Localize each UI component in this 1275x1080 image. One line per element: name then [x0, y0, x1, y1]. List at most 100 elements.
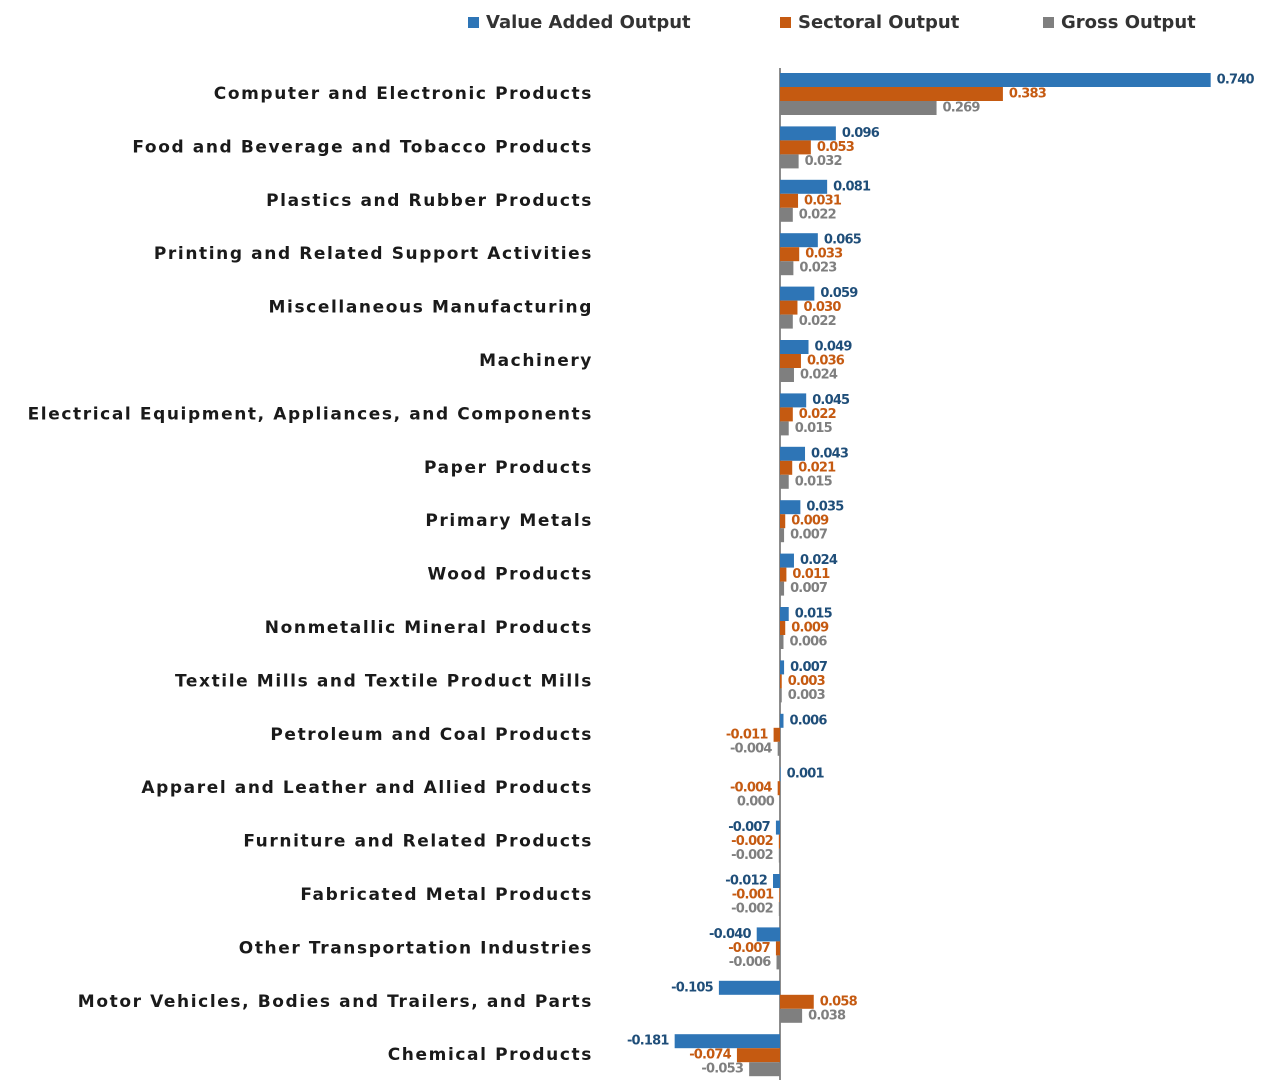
value-label: -0.002 — [731, 902, 773, 917]
value-label: -0.040 — [709, 927, 751, 942]
category-label: Printing and Related Support Activities — [154, 244, 593, 264]
value-label: 0.022 — [799, 407, 836, 422]
bar — [776, 955, 780, 970]
value-label: 0.032 — [805, 154, 842, 169]
bar — [780, 179, 828, 194]
value-label: 0.011 — [792, 567, 830, 582]
value-label: 0.015 — [795, 474, 833, 489]
value-label: 0.006 — [789, 635, 827, 650]
legend-swatch — [1043, 17, 1054, 28]
value-label: -0.105 — [671, 980, 713, 995]
value-label: -0.007 — [728, 820, 770, 835]
bar — [718, 980, 780, 995]
bar — [780, 421, 789, 436]
value-label: 0.383 — [1009, 87, 1047, 102]
bar — [775, 820, 780, 835]
category-label: Miscellaneous Manufacturing — [269, 298, 594, 318]
bar — [780, 247, 800, 262]
value-label: 0.038 — [808, 1008, 846, 1023]
legend-label: Gross Output — [1061, 12, 1196, 33]
bar — [780, 300, 798, 315]
value-label: 0.045 — [812, 393, 850, 408]
value-label: -0.074 — [689, 1048, 731, 1063]
value-label: 0.003 — [788, 674, 826, 689]
value-label: 0.049 — [815, 340, 853, 355]
value-label: 0.022 — [799, 314, 836, 329]
value-label: -0.012 — [725, 874, 767, 889]
value-label: 0.036 — [807, 354, 845, 369]
value-label: 0.000 — [737, 795, 775, 810]
value-label: 0.740 — [1217, 73, 1255, 88]
category-label: Apparel and Leather and Allied Products — [141, 778, 593, 798]
bar — [780, 460, 793, 475]
value-label: 0.058 — [820, 994, 858, 1009]
bar — [780, 154, 799, 169]
bar — [773, 727, 780, 742]
value-label: 0.007 — [790, 581, 828, 596]
value-label: -0.181 — [627, 1034, 669, 1049]
category-label: Fabricated Metal Products — [300, 885, 593, 905]
bar — [780, 393, 807, 408]
bar — [780, 635, 784, 649]
value-label: 0.024 — [800, 368, 838, 383]
bar — [749, 1062, 780, 1077]
category-label: Computer and Electronic Products — [214, 84, 593, 104]
value-label: 0.033 — [805, 247, 843, 262]
bar — [778, 834, 780, 849]
bar — [780, 87, 1003, 101]
legend-swatch — [780, 17, 791, 28]
category-label: Wood Products — [427, 565, 593, 585]
legend-label: Value Added Output — [486, 12, 691, 33]
bar — [780, 314, 793, 329]
bar — [773, 874, 780, 888]
bar — [780, 101, 937, 115]
category-label: Motor Vehicles, Bodies and Trailers, and… — [78, 992, 593, 1012]
bar — [777, 741, 780, 756]
bar — [780, 674, 782, 689]
value-label: 0.023 — [799, 261, 837, 276]
bar — [756, 927, 780, 942]
category-label: Plastics and Rubber Products — [266, 191, 593, 211]
value-label: -0.002 — [731, 848, 773, 863]
value-label: -0.001 — [732, 888, 774, 903]
bar — [780, 621, 786, 635]
value-label: 0.021 — [798, 460, 836, 475]
bar — [775, 941, 780, 956]
value-label: 0.007 — [790, 660, 828, 675]
value-label: 0.059 — [820, 286, 858, 301]
value-label: 0.007 — [790, 528, 828, 543]
value-label: 0.015 — [795, 607, 833, 622]
bar — [780, 193, 799, 208]
bar — [780, 368, 794, 382]
bar — [778, 902, 780, 916]
legend-swatch — [468, 17, 479, 28]
bar — [780, 354, 801, 368]
bar — [780, 607, 789, 621]
bar — [780, 514, 786, 529]
bar — [780, 528, 785, 543]
value-label: 0.065 — [824, 233, 862, 248]
bar — [780, 994, 814, 1009]
bar — [780, 286, 815, 301]
bar — [780, 126, 836, 141]
bar — [780, 553, 794, 568]
category-label: Other Transportation Industries — [239, 938, 593, 958]
value-label: 0.015 — [795, 421, 833, 436]
bar — [780, 1008, 803, 1023]
bar — [779, 888, 780, 902]
bar — [780, 474, 789, 489]
value-label: 0.003 — [788, 688, 826, 703]
value-label: -0.007 — [728, 941, 770, 956]
legend-label: Sectoral Output — [798, 12, 960, 33]
value-label: 0.030 — [803, 300, 841, 315]
bar — [780, 207, 793, 222]
category-label: Primary Metals — [425, 511, 593, 531]
value-label: 0.035 — [806, 500, 844, 515]
value-label: 0.009 — [791, 621, 829, 636]
bar — [780, 688, 782, 703]
category-label: Electrical Equipment, Appliances, and Co… — [28, 404, 593, 424]
value-label: -0.011 — [726, 727, 768, 742]
category-label: Furniture and Related Products — [243, 832, 593, 852]
bar — [780, 567, 787, 582]
category-label: Textile Mills and Textile Product Mills — [175, 671, 593, 691]
